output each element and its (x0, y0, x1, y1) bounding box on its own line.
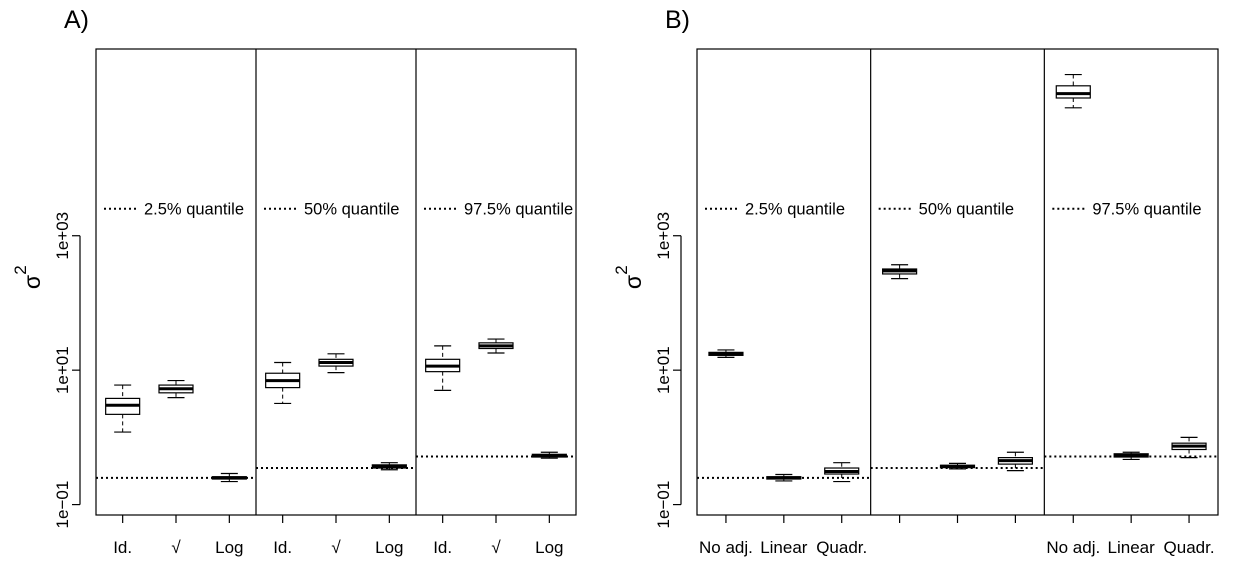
box-linear (939, 462, 976, 523)
box--: √ (158, 379, 194, 557)
group-2: 50% quantile Id. √ Log (255, 49, 416, 557)
y-tick-label: 1e+01 (654, 346, 673, 394)
y-axis-label: σ (620, 275, 646, 289)
box-iqr (1055, 85, 1091, 99)
panel-label: A) (64, 6, 89, 34)
y-axis-label-superscript: 2 (11, 265, 30, 274)
x-tick-label: Log (375, 538, 403, 557)
x-tick-label: Id. (113, 538, 132, 557)
group-1: 2.5% quantile No adj. Linear Quadr. (697, 201, 871, 557)
x-tick-label: Id. (433, 538, 452, 557)
x-tick-label: No adj. (699, 538, 753, 557)
box-quadr-: Quadr. (816, 462, 867, 557)
x-tick-label: √ (331, 538, 341, 557)
panel-b: B) 1e−01 1e+01 1e+03 σ2 2.5% quantile No adj. L… (612, 6, 1219, 557)
x-tick-label: Linear (760, 538, 808, 557)
y-tick-label: 1e+03 (654, 212, 673, 260)
legend-label: 2.5% quantile (144, 201, 244, 219)
box-id-: Id. (265, 361, 301, 557)
legend-label: 97.5% quantile (464, 201, 573, 219)
y-axis-label: σ (19, 275, 45, 289)
box-log: Log (211, 472, 247, 557)
legend-label: 97.5% quantile (1092, 201, 1201, 219)
legend-label: 50% quantile (304, 201, 399, 219)
box-quadr- (997, 451, 1033, 523)
box-log: Log (531, 451, 567, 557)
y-tick-label: 1e−01 (654, 481, 673, 529)
x-tick-label: Log (215, 538, 243, 557)
x-tick-label: Id. (273, 538, 292, 557)
box--: √ (478, 338, 514, 557)
group-2: 50% quantile (870, 49, 1045, 523)
group-3: 97.5% quantile No adj. Linear Quadr. (1043, 49, 1218, 557)
group-1: 2.5% quantile Id. √ Log (96, 201, 256, 557)
y-tick-label: 1e−01 (53, 481, 72, 529)
x-tick-label: √ (171, 538, 181, 557)
box-quadr-: Quadr. (1164, 436, 1215, 557)
box-id-: Id. (425, 345, 461, 557)
group-3: 97.5% quantile Id. √ Log (415, 49, 576, 557)
y-axis-label-superscript: 2 (612, 265, 631, 274)
x-tick-label: Quadr. (816, 538, 867, 557)
x-tick-label: Log (535, 538, 563, 557)
box-no-adj-: No adj. (1046, 73, 1100, 557)
x-tick-label: Quadr. (1164, 538, 1215, 557)
x-tick-label: Linear (1108, 538, 1156, 557)
box-no-adj- (882, 264, 918, 523)
box-no-adj-: No adj. (699, 349, 753, 557)
x-tick-label: No adj. (1046, 538, 1100, 557)
y-tick-label: 1e+01 (53, 346, 72, 394)
x-tick-label: √ (491, 538, 501, 557)
legend-label: 2.5% quantile (745, 201, 845, 219)
plot-frame (696, 48, 1219, 516)
panel-label: B) (665, 6, 690, 34)
box-linear: Linear (760, 473, 808, 557)
box-linear: Linear (1108, 451, 1156, 557)
legend-label: 50% quantile (919, 201, 1014, 219)
box-id-: Id. (105, 384, 141, 557)
box-log: Log (371, 462, 407, 557)
box--: √ (318, 353, 354, 557)
y-tick-label: 1e+03 (53, 212, 72, 260)
plot-frame (95, 48, 577, 516)
